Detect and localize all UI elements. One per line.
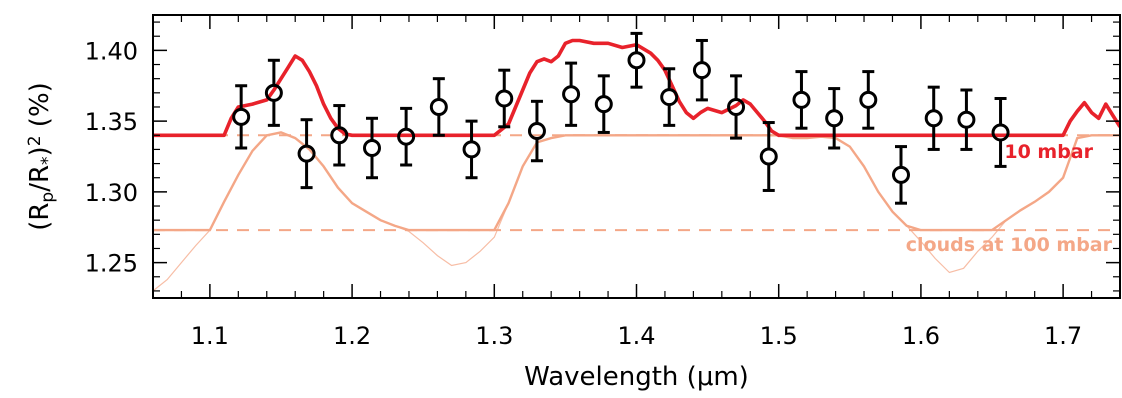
series-line-10mbar — [153, 38, 1120, 138]
data-point — [362, 116, 381, 180]
y-axis-title: (Rp/R*)2 (%) — [25, 82, 58, 231]
data-marker — [859, 90, 878, 109]
data-marker — [232, 107, 251, 126]
data-point — [957, 88, 976, 151]
data-marker — [462, 140, 481, 159]
labels-layer: 1.1 1.2 1.3 1.4 1.5 1.6 1.7 1.25 1.30 1.35 1.40 Wav… — [25, 37, 1113, 392]
data-marker — [727, 97, 746, 116]
data-marker — [429, 97, 448, 116]
y-title-part: /R — [25, 165, 55, 192]
data-marker — [924, 109, 943, 128]
data-marker — [825, 109, 844, 128]
y-tick-label: 1.30 — [85, 179, 138, 207]
y-title-sub-star: * — [38, 156, 58, 165]
data-point — [692, 38, 711, 102]
data-point — [825, 87, 844, 150]
data-point — [991, 96, 1010, 168]
series-line-clouds-100mbar — [153, 131, 1120, 232]
y-tick-label: 1.25 — [85, 250, 138, 278]
x-tick-label: 1.3 — [475, 322, 513, 350]
x-tick-label: 1.1 — [191, 322, 229, 350]
data-point — [232, 84, 251, 150]
x-tick-label: 1.5 — [760, 322, 798, 350]
data-point — [462, 119, 481, 180]
x-tick-label: 1.6 — [902, 322, 940, 350]
y-tick-label: 1.40 — [85, 37, 138, 65]
x-axis-title: Wavelength (μm) — [524, 362, 749, 392]
data-marker — [892, 165, 911, 184]
data-point — [330, 104, 349, 167]
data-point — [759, 121, 778, 192]
axes-layer — [152, 14, 1121, 299]
data-point — [859, 70, 878, 130]
data-marker — [759, 147, 778, 166]
data-marker — [297, 144, 316, 163]
y-title-unit: (%) — [25, 82, 55, 135]
data-marker — [495, 89, 514, 108]
data-marker — [627, 51, 646, 70]
data-marker — [562, 85, 581, 104]
data-point — [792, 70, 811, 130]
data-point — [660, 67, 679, 127]
data-marker — [397, 127, 416, 146]
data-marker — [957, 110, 976, 129]
y-title-sub-p: p — [38, 192, 58, 203]
data-point — [627, 31, 646, 89]
data-marker — [264, 83, 283, 102]
data-marker — [660, 88, 679, 107]
x-tick-label: 1.2 — [333, 322, 371, 350]
annotation-clouds-100mbar: clouds at 100 mbar — [906, 234, 1113, 256]
data-point — [562, 61, 581, 127]
y-title-part: (R — [25, 203, 55, 231]
y-tick-label: 1.35 — [85, 108, 138, 136]
x-tick-label: 1.7 — [1044, 322, 1082, 350]
data-marker — [692, 61, 711, 80]
data-point — [429, 77, 448, 137]
model-spectra-layer — [153, 38, 1120, 292]
data-marker — [527, 122, 546, 141]
data-marker — [792, 90, 811, 109]
data-point — [594, 74, 613, 134]
data-point — [264, 58, 283, 127]
data-marker — [594, 95, 613, 114]
data-point — [892, 145, 911, 205]
y-title-part: ) — [25, 146, 55, 156]
data-point — [495, 68, 514, 129]
data-point — [727, 74, 746, 140]
y-title-sup: 2 — [25, 135, 45, 146]
data-point — [527, 99, 546, 163]
data-marker — [991, 123, 1010, 142]
annotation-10mbar: 10 mbar — [1004, 141, 1093, 163]
x-tick-label: 1.4 — [617, 322, 655, 350]
observations-layer — [232, 31, 1010, 205]
data-point — [924, 85, 943, 151]
data-marker — [330, 126, 349, 145]
data-marker — [362, 139, 381, 158]
data-point — [397, 106, 416, 167]
data-point — [297, 118, 316, 190]
